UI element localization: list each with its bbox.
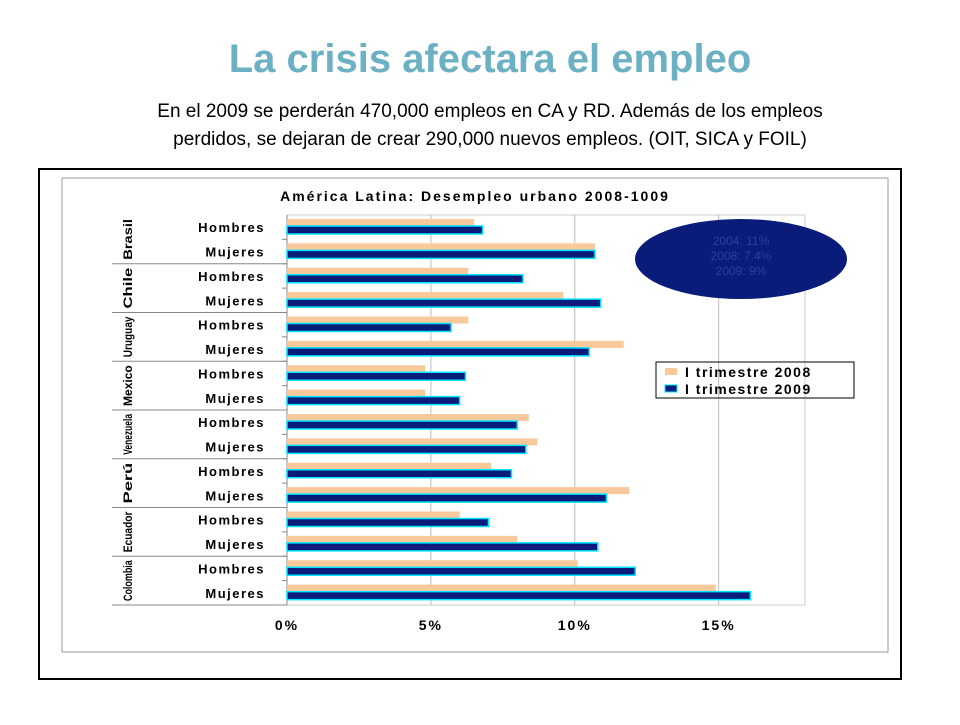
y-tick-label: Mujeres (205, 245, 265, 260)
bar (287, 340, 624, 348)
bar (286, 371, 467, 381)
bar (287, 316, 469, 324)
group-label: Mexico (121, 365, 135, 406)
group-label: Uruguay (121, 316, 135, 357)
slide-title: La crisis afectara el empleo (229, 37, 752, 81)
y-tick-label: Hombres (198, 415, 265, 430)
bar (287, 292, 564, 300)
y-tick-label: Mujeres (205, 586, 265, 601)
bar (286, 493, 608, 503)
bar (286, 395, 461, 406)
group-label: Brasil (121, 219, 135, 260)
y-tick-label: Hombres (198, 513, 265, 528)
bar (286, 420, 518, 430)
bar (287, 584, 716, 592)
annotation-text: 2004: 11% (713, 234, 770, 248)
legend-swatch (664, 384, 678, 393)
bar (287, 365, 426, 373)
x-tick-label: 15% (702, 617, 736, 633)
group-label: Ecuador (121, 511, 135, 552)
annotation-text: 2009: 9% (716, 264, 767, 278)
y-tick-label: Mujeres (205, 391, 265, 406)
bar (286, 249, 596, 260)
bar (287, 560, 578, 568)
bar (287, 389, 426, 397)
annotation-bubble (635, 219, 847, 299)
group-label: Venezuela (121, 414, 135, 455)
subtitle-line: perdidos, se dejaran de crear 290,000 nu… (173, 129, 807, 150)
bar (287, 219, 475, 226)
group-label: Perú (121, 463, 135, 504)
legend-label: I trimestre 2008 (685, 364, 812, 380)
y-tick-label: Hombres (198, 366, 265, 381)
bar (286, 517, 490, 528)
bar (286, 590, 752, 601)
x-tick-label: 10% (558, 617, 592, 633)
y-tick-label: Hombres (198, 269, 265, 284)
legend-box (655, 361, 855, 399)
bar (287, 438, 538, 446)
y-tick-label: Mujeres (205, 342, 265, 357)
bar (286, 566, 636, 576)
y-tick-label: Mujeres (205, 537, 265, 552)
group-label: Chile (121, 267, 135, 308)
chart-title: América Latina: Desempleo urbano 2008-10… (280, 188, 670, 204)
subtitle-line: En el 2009 se perderán 470,000 empleos e… (157, 101, 822, 122)
bar (286, 469, 513, 479)
bar (287, 511, 460, 519)
bar (286, 322, 452, 333)
bar (287, 462, 492, 470)
bar (287, 267, 469, 275)
group-label: Colombia (121, 560, 135, 601)
legend-label: I trimestre 2009 (685, 381, 812, 397)
bar (287, 487, 630, 495)
bar (286, 298, 602, 308)
x-tick-label: 5% (419, 617, 443, 633)
y-tick-label: Mujeres (205, 488, 265, 503)
bar (286, 542, 599, 552)
y-tick-label: Hombres (198, 561, 265, 576)
y-tick-label: Hombres (198, 220, 265, 235)
bar (286, 444, 527, 455)
y-tick-label: Mujeres (205, 293, 265, 308)
bar (287, 243, 595, 251)
outer-frame (38, 168, 902, 680)
bar (287, 414, 529, 421)
bar (286, 225, 484, 235)
bar (286, 274, 524, 284)
annotation-text: 2008: 7.4% (711, 249, 772, 263)
x-tick-label: 0% (275, 617, 299, 633)
y-tick-label: Hombres (198, 318, 265, 333)
y-tick-label: Mujeres (205, 440, 265, 455)
y-tick-label: Hombres (198, 464, 265, 479)
bar (287, 535, 518, 543)
legend-swatch (665, 368, 677, 375)
bar (286, 347, 590, 357)
